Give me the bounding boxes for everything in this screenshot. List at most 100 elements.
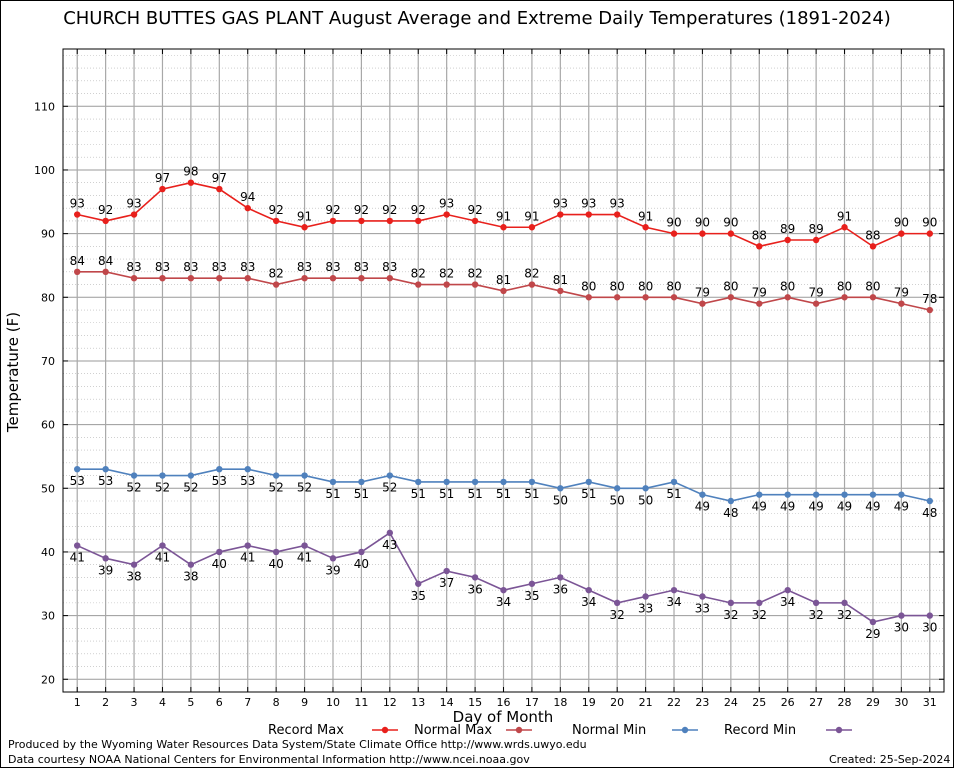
record-max-data-label: 92 — [411, 203, 426, 217]
series-layer: 93 92 93 97 98 97 94 92 91 92 92 92 92 93 92 91 91 93 93 93… — [70, 165, 938, 641]
normal-max-data-label: 83 — [183, 260, 198, 274]
record-min-point — [898, 612, 905, 619]
record-min-data-label: 36 — [467, 582, 482, 596]
normal-min-point — [244, 465, 251, 473]
record-max-data-label: 90 — [922, 216, 937, 230]
normal-min-point — [898, 491, 905, 498]
normal-max-point — [841, 294, 848, 301]
y-tick-label: 40 — [41, 546, 55, 559]
y-tick-label: 60 — [41, 419, 55, 432]
x-tick-label: 6 — [216, 696, 223, 709]
record-min-point — [727, 599, 735, 607]
record-max-point — [471, 217, 479, 225]
record-max-data-label: 97 — [155, 171, 170, 185]
legend-marker-record-min — [835, 726, 843, 734]
normal-max-data-label: 80 — [837, 279, 852, 293]
x-tick-label: 23 — [695, 696, 709, 709]
normal-min-point — [528, 478, 536, 486]
record-max-data-label: 91 — [837, 209, 852, 223]
record-min-data-label: 41 — [155, 551, 170, 565]
x-tick-label: 14 — [440, 696, 454, 709]
normal-min-data-label: 53 — [240, 474, 255, 488]
normal-min-data-label: 49 — [752, 500, 767, 514]
record-min-point — [926, 612, 933, 619]
x-tick-label: 2 — [102, 696, 109, 709]
x-tick-label: 4 — [159, 696, 166, 709]
record-min-data-label: 29 — [865, 627, 880, 641]
record-min-point — [756, 599, 763, 607]
normal-min-point — [756, 491, 763, 498]
record-max-point — [756, 243, 763, 250]
record-min-data-label: 40 — [354, 557, 369, 571]
record-max-point — [159, 185, 166, 193]
normal-min-data-label: 51 — [524, 487, 539, 501]
record-max-point — [727, 230, 735, 237]
record-max-point — [898, 230, 905, 237]
record-max-data-label: 98 — [183, 165, 198, 179]
normal-max-point — [727, 294, 735, 301]
record-min-data-label: 43 — [382, 538, 397, 552]
normal-min-data-label: 52 — [183, 481, 198, 495]
normal-min-point — [642, 485, 649, 492]
x-tick-label: 3 — [131, 696, 138, 709]
record-max-point — [216, 185, 223, 193]
record-min-point — [528, 580, 536, 587]
record-min-data-label: 32 — [723, 608, 738, 622]
record-min-point — [613, 599, 621, 607]
x-tick-label: 22 — [667, 696, 681, 709]
record-min-data-label: 38 — [126, 570, 141, 584]
normal-max-point — [358, 274, 365, 282]
normal-max-data-label: 80 — [780, 279, 795, 293]
normal-max-point — [670, 294, 678, 301]
record-max-data-label: 90 — [723, 216, 738, 230]
x-tick-label: 27 — [809, 696, 823, 709]
record-max-point — [642, 224, 649, 231]
record-max-data-label: 88 — [865, 228, 880, 242]
record-min-data-label: 33 — [638, 602, 653, 616]
record-min-data-label: 30 — [922, 621, 937, 635]
record-max-point — [557, 211, 564, 218]
normal-max-point — [471, 281, 479, 288]
normal-min-point — [358, 478, 365, 486]
record-min-point — [642, 593, 649, 600]
record-max-point — [528, 224, 536, 231]
normal-max-data-label: 82 — [269, 267, 284, 281]
normal-max-data-label: 80 — [638, 279, 653, 293]
normal-max-point — [130, 274, 138, 282]
record-min-data-label: 33 — [695, 602, 710, 616]
record-min-point — [130, 561, 138, 568]
record-min-point — [74, 542, 81, 549]
normal-min-data-label: 50 — [553, 493, 568, 507]
x-tick-label: 1 — [74, 696, 81, 709]
record-max-data-label: 92 — [269, 203, 284, 217]
record-max-point — [358, 217, 365, 225]
normal-max-data-label: 83 — [382, 260, 397, 274]
normal-max-data-label: 81 — [496, 273, 511, 287]
y-tick-label: 50 — [41, 482, 55, 495]
record-max-point — [784, 236, 791, 244]
record-max-point — [329, 217, 337, 225]
record-min-point — [159, 542, 166, 549]
normal-max-point — [898, 300, 905, 307]
normal-min-data-label: 52 — [126, 481, 141, 495]
normal-min-point — [443, 478, 450, 486]
normal-max-data-label: 81 — [553, 273, 568, 287]
record-max-data-label: 93 — [610, 197, 625, 211]
record-min-data-label: 32 — [610, 608, 625, 622]
y-axis-label: Temperature (F) — [4, 312, 22, 433]
y-tick-label: 110 — [34, 100, 55, 113]
legend-marker-normal-max — [515, 726, 523, 734]
x-tick-label: 24 — [724, 696, 738, 709]
record-min-point — [272, 548, 280, 556]
record-max-data-label: 92 — [325, 203, 340, 217]
normal-max-point — [443, 281, 450, 288]
normal-max-point — [216, 274, 223, 282]
normal-min-point — [699, 491, 706, 498]
normal-max-point — [386, 274, 394, 282]
x-tick-label: 29 — [866, 696, 880, 709]
record-max-data-label: 88 — [752, 228, 767, 242]
normal-max-data-label: 79 — [894, 286, 909, 300]
record-min-point — [102, 555, 109, 562]
normal-min-point — [130, 472, 138, 479]
normal-max-point — [528, 281, 536, 288]
